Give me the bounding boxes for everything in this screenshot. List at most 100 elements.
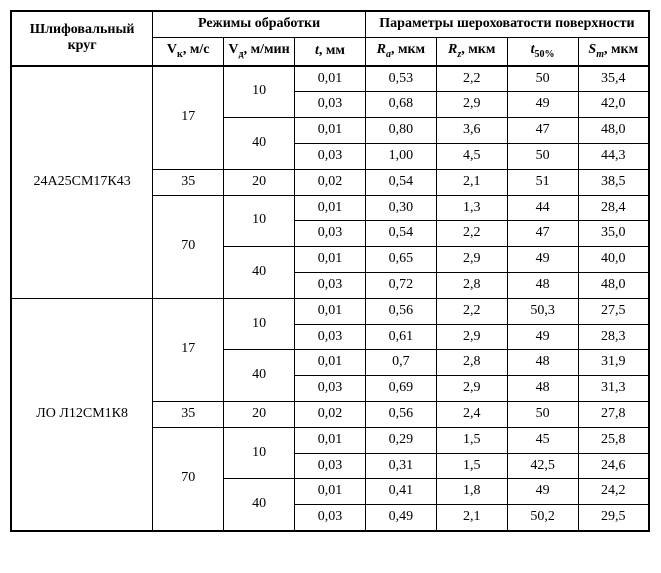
cell-vk: 17 (153, 298, 224, 401)
cell-ra: 0,61 (365, 324, 436, 350)
cell-t: 0,03 (295, 143, 366, 169)
cell-t50: 50,3 (507, 298, 578, 324)
cell-vd: 10 (224, 195, 295, 247)
cell-rz: 2,4 (436, 401, 507, 427)
cell-t50: 49 (507, 247, 578, 273)
cell-rz: 2,8 (436, 350, 507, 376)
cell-rz: 1,5 (436, 453, 507, 479)
cell-st: 35,0 (578, 221, 649, 247)
cell-rz: 1,8 (436, 479, 507, 505)
cell-st: 44,3 (578, 143, 649, 169)
cell-t50: 49 (507, 324, 578, 350)
cell-ra: 0,68 (365, 92, 436, 118)
cell-t: 0,01 (295, 427, 366, 453)
cell-st: 28,4 (578, 195, 649, 221)
header-ra: Ra, мкм (365, 37, 436, 65)
cell-t50: 51 (507, 169, 578, 195)
cell-t50: 50 (507, 143, 578, 169)
cell-vd: 40 (224, 350, 295, 402)
cell-t: 0,01 (295, 350, 366, 376)
cell-ra: 0,53 (365, 66, 436, 92)
cell-vk: 70 (153, 195, 224, 298)
cell-st: 35,4 (578, 66, 649, 92)
cell-st: 48,0 (578, 118, 649, 144)
cell-vk: 17 (153, 66, 224, 170)
cell-st: 29,5 (578, 505, 649, 531)
cell-st: 48,0 (578, 272, 649, 298)
header-roughness: Параметры шероховатости поверхности (365, 11, 649, 37)
cell-t: 0,03 (295, 505, 366, 531)
cell-t: 0,03 (295, 376, 366, 402)
cell-ra: 0,80 (365, 118, 436, 144)
cell-vk: 35 (153, 401, 224, 427)
cell-t50: 47 (507, 118, 578, 144)
cell-t: 0,03 (295, 324, 366, 350)
cell-vd: 10 (224, 427, 295, 479)
cell-t: 0,02 (295, 401, 366, 427)
cell-t: 0,01 (295, 66, 366, 92)
header-vk: Vк, м/с (153, 37, 224, 65)
cell-t: 0,03 (295, 272, 366, 298)
cell-t: 0,01 (295, 195, 366, 221)
cell-rz: 2,8 (436, 272, 507, 298)
cell-t50: 50 (507, 401, 578, 427)
cell-t: 0,03 (295, 221, 366, 247)
table-row: ЛО Л12СМ1К817100,010,562,250,327,5 (11, 298, 649, 324)
cell-rz: 2,1 (436, 505, 507, 531)
table-row: 24А25СМ17К4317100,010,532,25035,4 (11, 66, 649, 92)
cell-ra: 0,30 (365, 195, 436, 221)
cell-vk: 70 (153, 427, 224, 531)
cell-ra: 0,72 (365, 272, 436, 298)
cell-t: 0,02 (295, 169, 366, 195)
cell-t50: 42,5 (507, 453, 578, 479)
grinding-parameters-table: Шлифовальный круг Режимы обработки Парам… (10, 10, 650, 532)
cell-t50: 49 (507, 92, 578, 118)
cell-t: 0,01 (295, 247, 366, 273)
cell-st: 42,0 (578, 92, 649, 118)
cell-wheel: ЛО Л12СМ1К8 (11, 298, 153, 531)
cell-st: 27,5 (578, 298, 649, 324)
cell-vd: 10 (224, 298, 295, 350)
cell-rz: 2,9 (436, 324, 507, 350)
cell-vd: 40 (224, 247, 295, 299)
cell-rz: 3,6 (436, 118, 507, 144)
cell-t50: 48 (507, 350, 578, 376)
cell-t50: 50 (507, 66, 578, 92)
cell-rz: 2,1 (436, 169, 507, 195)
cell-st: 31,9 (578, 350, 649, 376)
cell-ra: 0,65 (365, 247, 436, 273)
cell-vd: 20 (224, 401, 295, 427)
header-st: Sт, мкм (578, 37, 649, 65)
cell-rz: 4,5 (436, 143, 507, 169)
cell-t: 0,01 (295, 479, 366, 505)
cell-rz: 2,9 (436, 92, 507, 118)
header-vd: Vд, м/мин (224, 37, 295, 65)
header-t50: t50% (507, 37, 578, 65)
cell-ra: 0,49 (365, 505, 436, 531)
cell-vk: 35 (153, 169, 224, 195)
cell-rz: 2,9 (436, 376, 507, 402)
cell-st: 28,3 (578, 324, 649, 350)
cell-vd: 20 (224, 169, 295, 195)
cell-t50: 49 (507, 479, 578, 505)
header-modes: Режимы обработки (153, 11, 366, 37)
cell-rz: 2,9 (436, 247, 507, 273)
cell-rz: 1,5 (436, 427, 507, 453)
cell-st: 24,6 (578, 453, 649, 479)
cell-ra: 0,54 (365, 221, 436, 247)
cell-t50: 45 (507, 427, 578, 453)
cell-ra: 0,29 (365, 427, 436, 453)
header-rz: Rz, мкм (436, 37, 507, 65)
cell-st: 31,3 (578, 376, 649, 402)
header-t: t, мм (295, 37, 366, 65)
cell-st: 24,2 (578, 479, 649, 505)
cell-st: 25,8 (578, 427, 649, 453)
cell-t: 0,01 (295, 118, 366, 144)
cell-ra: 0,54 (365, 169, 436, 195)
cell-t50: 44 (507, 195, 578, 221)
cell-st: 40,0 (578, 247, 649, 273)
cell-ra: 0,56 (365, 298, 436, 324)
cell-rz: 2,2 (436, 298, 507, 324)
header-wheel: Шлифовальный круг (11, 11, 153, 66)
cell-t50: 48 (507, 376, 578, 402)
